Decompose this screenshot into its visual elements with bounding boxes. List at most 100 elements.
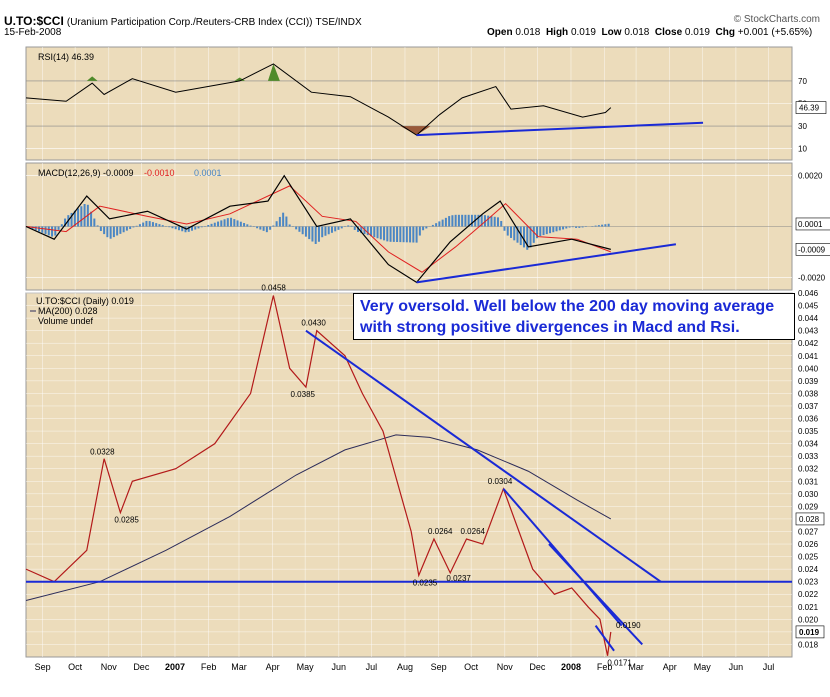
- rsi-overbought-fill: [86, 76, 98, 81]
- x-tick-label: Mar: [231, 662, 247, 672]
- price-y-tick: 0.045: [798, 302, 819, 311]
- price-y-tick: 0.040: [798, 364, 819, 373]
- price-point-label: 0.0237: [446, 574, 471, 583]
- macd-current-box: [795, 243, 830, 256]
- close-value: 0.019: [684, 27, 710, 38]
- x-tick-label: Oct: [68, 662, 83, 672]
- macd-legend-macd: MACD(12,26,9) -0.0009: [38, 168, 134, 178]
- price-y-tick: 0.035: [798, 427, 819, 436]
- x-tick-label: Aug: [397, 662, 413, 672]
- rsi-current-label: 46.39: [799, 104, 820, 113]
- macd-current-label: -0.0009: [798, 245, 826, 254]
- brand-label: © StockCharts.com: [733, 14, 820, 25]
- x-tick-label: Sep: [35, 662, 51, 672]
- macd-trendline: [416, 243, 677, 284]
- price-y-tick: 0.046: [798, 289, 819, 298]
- price-point-label: 0.0235: [413, 578, 438, 587]
- panel-price-bg: [25, 292, 793, 658]
- exchange-label: TSE/INDX: [315, 17, 362, 28]
- price-y-tick: 0.018: [798, 640, 819, 649]
- price-y-tick: 0.044: [798, 314, 819, 323]
- price-point-label: 0.0264: [461, 527, 486, 536]
- high-value: 0.019: [570, 27, 596, 38]
- x-tick-label: Feb: [597, 662, 613, 672]
- open-value: 0.018: [515, 27, 541, 38]
- macd-signal-line: [25, 185, 611, 273]
- x-tick-label: May: [297, 662, 315, 672]
- rsi-title: RSI(14) 46.39: [38, 52, 94, 62]
- macd-line: [25, 174, 611, 284]
- x-tick-label: Nov: [497, 662, 514, 672]
- macd-current-label: 0.0001: [798, 220, 823, 229]
- rsi-trendline: [416, 121, 704, 137]
- x-tick-label: May: [694, 662, 712, 672]
- ma-current-box: [795, 512, 825, 526]
- low-value: 0.018: [624, 27, 650, 38]
- macd-legend-hist: 0.0001: [194, 168, 222, 178]
- price-y-tick: 0.021: [798, 603, 819, 612]
- trendline-4: [594, 625, 615, 652]
- chart-header: U.TO:$CCI (Uranium Participation Corp./R…: [4, 14, 362, 28]
- price-y-tick: 0.022: [798, 590, 819, 599]
- price-y-tick: 0.039: [798, 377, 819, 386]
- rsi-y-tick: 10: [798, 145, 807, 154]
- price-point-label: 0.0328: [90, 448, 115, 457]
- ma-legend-label: MA(200) 0.028: [38, 306, 98, 316]
- close-label: Close: [654, 27, 683, 38]
- macd-y-tick: 0.0020: [798, 172, 823, 181]
- price-y-tick: 0.031: [798, 477, 819, 486]
- price-y-tick: 0.037: [798, 402, 819, 411]
- price-current-box: [795, 625, 825, 639]
- price-point-label: 0.0264: [428, 527, 453, 536]
- x-tick-label: Apr: [663, 662, 677, 672]
- x-tick-label: Apr: [266, 662, 280, 672]
- quote-bar: Open 0.018 High 0.019 Low 0.018 Close 0.…: [487, 27, 812, 38]
- rsi-overbought-fill: [267, 63, 280, 81]
- price-y-tick: 0.024: [798, 565, 819, 574]
- price-y-tick: 0.032: [798, 465, 819, 474]
- price-y-tick: 0.026: [798, 540, 819, 549]
- price-y-tick: 0.041: [798, 352, 819, 361]
- price-y-tick: 0.038: [798, 389, 819, 398]
- price-y-tick: 0.030: [798, 490, 819, 499]
- trendline-1: [305, 329, 662, 583]
- price-point-label: 0.0458: [261, 284, 286, 293]
- price-y-tick: 0.025: [798, 553, 819, 562]
- price-point-label: 0.0190: [616, 621, 641, 630]
- x-tick-label: Oct: [464, 662, 479, 672]
- chg-label: Chg: [715, 27, 735, 38]
- price-point-label: 0.0171: [607, 659, 632, 668]
- rsi-oversold-fill: [400, 126, 431, 136]
- x-tick-label: Jun: [729, 662, 744, 672]
- trendline-3: [548, 543, 644, 646]
- price-current-label: 0.019: [799, 628, 820, 637]
- x-tick-label: Jul: [763, 662, 775, 672]
- price-point-label: 0.0304: [488, 477, 513, 486]
- ma200-line: [25, 434, 612, 602]
- macd-current-box: [795, 217, 830, 231]
- x-tick-label: Dec: [529, 662, 546, 672]
- price-point-label: 0.0430: [301, 319, 326, 328]
- price-y-tick: 0.036: [798, 415, 819, 424]
- price-y-tick: 0.033: [798, 452, 819, 461]
- chg-value: +0.001 (+5.65%): [737, 27, 813, 38]
- annotation-line-1: Very oversold. Well below the 200 day mo…: [360, 298, 775, 315]
- annotation-line-2: with strong positive divergences in Macd…: [360, 319, 740, 336]
- low-label: Low: [601, 27, 622, 38]
- annotation-callout: Very oversold. Well below the 200 day mo…: [353, 293, 795, 340]
- volume-legend-label: Volume undef: [38, 316, 94, 326]
- macd-legend-signal: -0.0010: [144, 168, 175, 178]
- rsi-y-tick: 30: [798, 122, 807, 131]
- x-tick-label: Sep: [431, 662, 447, 672]
- x-tick-label: 2008: [561, 662, 581, 672]
- price-line: [25, 295, 612, 656]
- price-y-tick: 0.042: [798, 339, 819, 348]
- rsi-line: [25, 63, 612, 136]
- symbol-label: U.TO:$CCI: [4, 14, 64, 28]
- x-tick-label: Nov: [101, 662, 118, 672]
- x-tick-label: Mar: [628, 662, 644, 672]
- price-title: U.TO:$CCI (Daily) 0.019: [36, 296, 134, 306]
- open-label: Open: [487, 27, 513, 38]
- x-tick-label: Feb: [201, 662, 217, 672]
